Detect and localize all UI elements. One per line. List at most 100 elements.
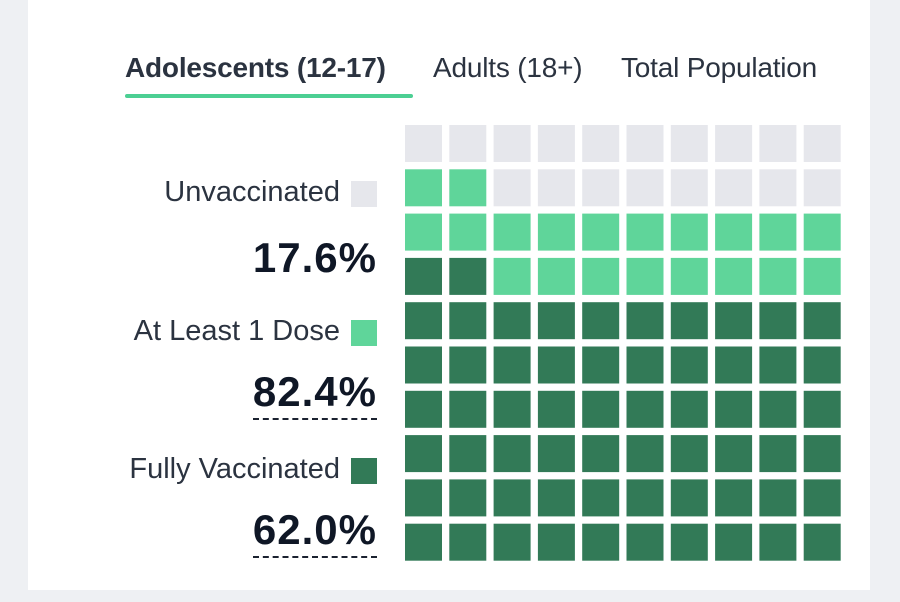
chart-card: Adolescents (12-17) Adults (18+) Total P…	[28, 0, 870, 590]
waffle-square-fully-vaccinated	[803, 390, 841, 428]
waffle-square-at-least-1-dose	[405, 213, 442, 251]
waffle-square-at-least-1-dose	[759, 213, 797, 251]
waffle-square-fully-vaccinated	[803, 346, 841, 384]
waffle-square-fully-vaccinated	[449, 390, 487, 428]
waffle-square-unvaccinated	[670, 169, 708, 207]
waffle-square-fully-vaccinated	[715, 302, 753, 340]
waffle-square-unvaccinated	[493, 169, 531, 207]
waffle-square-fully-vaccinated	[582, 523, 620, 561]
waffle-square-fully-vaccinated	[670, 302, 708, 340]
waffle-square-at-least-1-dose	[715, 213, 753, 251]
waffle-square-fully-vaccinated	[405, 390, 442, 428]
waffle-square-fully-vaccinated	[715, 435, 753, 473]
waffle-square-fully-vaccinated	[626, 390, 664, 428]
waffle-square-unvaccinated	[759, 169, 797, 207]
waffle-square-fully-vaccinated	[670, 435, 708, 473]
waffle-square-fully-vaccinated	[626, 435, 664, 473]
waffle-square-fully-vaccinated	[715, 479, 753, 517]
waffle-square-at-least-1-dose	[582, 257, 620, 295]
waffle-square-fully-vaccinated	[626, 302, 664, 340]
tab-adults[interactable]: Adults (18+)	[433, 52, 583, 83]
waffle-square-fully-vaccinated	[405, 257, 442, 295]
waffle-square-at-least-1-dose	[537, 213, 575, 251]
active-tab-underline	[125, 94, 413, 98]
waffle-square-fully-vaccinated	[715, 523, 753, 561]
legend-value-unvaccinated: 17.6%	[252, 234, 377, 281]
waffle-square-fully-vaccinated	[626, 523, 664, 561]
waffle-square-fully-vaccinated	[759, 479, 797, 517]
legend-swatch-fully-vaccinated	[351, 458, 377, 484]
waffle-square-at-least-1-dose	[493, 213, 531, 251]
waffle-square-fully-vaccinated	[493, 346, 531, 384]
waffle-square-fully-vaccinated	[537, 390, 575, 428]
waffle-square-fully-vaccinated	[449, 435, 487, 473]
waffle-square-at-least-1-dose	[803, 257, 841, 295]
waffle-square-unvaccinated	[715, 125, 753, 162]
waffle-square-fully-vaccinated	[582, 390, 620, 428]
waffle-square-unvaccinated	[626, 125, 664, 162]
waffle-square-fully-vaccinated	[759, 435, 797, 473]
waffle-square-at-least-1-dose	[626, 257, 664, 295]
waffle-square-fully-vaccinated	[582, 302, 620, 340]
waffle-square-fully-vaccinated	[537, 523, 575, 561]
waffle-square-at-least-1-dose	[493, 257, 531, 295]
waffle-square-at-least-1-dose	[670, 213, 708, 251]
waffle-square-at-least-1-dose	[670, 257, 708, 295]
waffle-square-fully-vaccinated	[582, 479, 620, 517]
waffle-square-at-least-1-dose	[759, 257, 797, 295]
waffle-square-unvaccinated	[670, 125, 708, 162]
waffle-square-fully-vaccinated	[405, 523, 442, 561]
waffle-square-unvaccinated	[449, 125, 487, 162]
legend-label-unvaccinated: Unvaccinated	[164, 176, 340, 208]
waffle-square-fully-vaccinated	[449, 346, 487, 384]
waffle-square-fully-vaccinated	[493, 302, 531, 340]
waffle-square-fully-vaccinated	[449, 479, 487, 517]
waffle-square-fully-vaccinated	[405, 346, 442, 384]
waffle-square-at-least-1-dose	[449, 169, 487, 207]
waffle-square-unvaccinated	[405, 125, 442, 162]
waffle-square-at-least-1-dose	[449, 213, 487, 251]
tab-total-population[interactable]: Total Population	[621, 52, 818, 83]
waffle-square-unvaccinated	[493, 125, 531, 162]
waffle-square-fully-vaccinated	[493, 390, 531, 428]
waffle-square-unvaccinated	[582, 169, 620, 207]
waffle-square-fully-vaccinated	[759, 302, 797, 340]
legend-value-fully-vaccinated[interactable]: 62.0%	[252, 506, 377, 558]
waffle-square-at-least-1-dose	[626, 213, 664, 251]
waffle-square-fully-vaccinated	[449, 523, 487, 561]
waffle-square-fully-vaccinated	[493, 435, 531, 473]
waffle-square-fully-vaccinated	[803, 479, 841, 517]
waffle-square-fully-vaccinated	[537, 302, 575, 340]
waffle-square-fully-vaccinated	[493, 523, 531, 561]
waffle-square-fully-vaccinated	[537, 435, 575, 473]
waffle-square-fully-vaccinated	[493, 479, 531, 517]
legend-label-fully-vaccinated: Fully Vaccinated	[129, 453, 340, 485]
waffle-square-fully-vaccinated	[405, 302, 442, 340]
waffle-square-fully-vaccinated	[405, 479, 442, 517]
waffle-square-fully-vaccinated	[582, 435, 620, 473]
tab-adolescents[interactable]: Adolescents (12-17)	[125, 52, 386, 83]
waffle-square-fully-vaccinated	[715, 346, 753, 384]
waffle-square-fully-vaccinated	[803, 435, 841, 473]
waffle-square-fully-vaccinated	[759, 390, 797, 428]
waffle-square-unvaccinated	[626, 169, 664, 207]
waffle-square-unvaccinated	[803, 125, 841, 162]
waffle-square-fully-vaccinated	[582, 346, 620, 384]
legend-value-at-least-1-dose[interactable]: 82.4%	[252, 368, 377, 420]
waffle-square-at-least-1-dose	[715, 257, 753, 295]
waffle-square-fully-vaccinated	[626, 346, 664, 384]
waffle-square-fully-vaccinated	[405, 435, 442, 473]
waffle-square-unvaccinated	[715, 169, 753, 207]
waffle-square-fully-vaccinated	[449, 302, 487, 340]
waffle-square-fully-vaccinated	[626, 479, 664, 517]
waffle-square-unvaccinated	[537, 125, 575, 162]
waffle-square-unvaccinated	[582, 125, 620, 162]
waffle-square-fully-vaccinated	[759, 346, 797, 384]
waffle-square-fully-vaccinated	[670, 390, 708, 428]
waffle-square-at-least-1-dose	[582, 213, 620, 251]
waffle-square-fully-vaccinated	[759, 523, 797, 561]
legend-swatch-unvaccinated	[351, 181, 377, 207]
waffle-square-fully-vaccinated	[670, 523, 708, 561]
waffle-square-fully-vaccinated	[803, 523, 841, 561]
waffle-square-fully-vaccinated	[670, 346, 708, 384]
